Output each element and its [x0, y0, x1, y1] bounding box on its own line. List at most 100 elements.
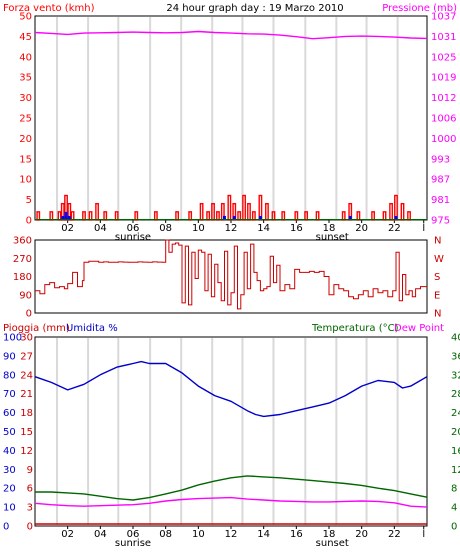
- x-tick-label: 20: [355, 529, 368, 540]
- y-tick-label: 1000: [431, 134, 456, 145]
- y-tick-label: 270: [13, 254, 32, 265]
- dew-point-axis-label: Dew Point: [394, 323, 444, 334]
- y-tick-label: 1019: [431, 73, 456, 84]
- x-tick-label: 06: [127, 529, 140, 540]
- gust-bar: [232, 215, 236, 220]
- humidity-tick-label: 30: [3, 465, 16, 476]
- x-tick-label: 02: [61, 529, 74, 540]
- y-tick-label: 4: [451, 503, 457, 514]
- sunrise-label: sunrise: [115, 232, 151, 243]
- y-tick-label: 5: [26, 195, 32, 206]
- y-tick-label: 30: [19, 93, 32, 104]
- y-tick-label: 1006: [431, 114, 456, 125]
- y-tick-label: 993: [431, 154, 450, 165]
- gust-bar: [394, 215, 398, 220]
- x-tick-label: 12: [225, 529, 238, 540]
- y-tick-label: 45: [19, 32, 32, 43]
- y-tick-label: 180: [13, 272, 32, 283]
- humidity-tick-label: 90: [3, 351, 16, 362]
- x-tick-label: 02: [61, 223, 74, 234]
- y-tick-label: N: [434, 236, 441, 247]
- x-tick-label: 16: [290, 223, 303, 234]
- x-tick-label: 08: [159, 223, 172, 234]
- gust-bar: [64, 211, 68, 220]
- x-tick-label: 08: [159, 529, 172, 540]
- humidity-line: [34, 360, 428, 418]
- y-tick-label: 20: [451, 427, 460, 438]
- rain-tick-label: 6: [27, 484, 33, 495]
- humidity-tick-label: 50: [3, 427, 16, 438]
- x-tick-label: 14: [257, 529, 270, 540]
- sunrise-label: sunrise: [115, 538, 151, 549]
- y-tick-label: W: [434, 254, 444, 265]
- y-tick-label: 8: [451, 484, 457, 495]
- humidity-tick-label: 40: [3, 446, 16, 457]
- y-tick-label: 40: [19, 52, 32, 63]
- x-tick-label: 12: [225, 223, 238, 234]
- y-tick-label: 16: [451, 446, 460, 457]
- y-tick-label: 20: [19, 134, 32, 145]
- y-tick-label: 28: [451, 389, 460, 400]
- plot-frame: [34, 336, 428, 527]
- humidity-tick-label: 100: [3, 333, 22, 344]
- y-tick-label: E: [434, 290, 440, 301]
- y-tick-label: 15: [19, 154, 32, 165]
- x-tick-label: 04: [94, 529, 107, 540]
- humidity-tick-label: 0: [3, 522, 9, 533]
- x-tick-label: 22: [388, 529, 401, 540]
- x-tick-label: 16: [290, 529, 303, 540]
- x-tick-label: 14: [257, 223, 270, 234]
- rain-tick-label: 15: [20, 427, 33, 438]
- y-tick-label: 0: [26, 309, 32, 320]
- rain-tick-label: 3: [27, 503, 33, 514]
- y-tick-label: 0: [451, 522, 457, 533]
- x-tick-label: 20: [355, 223, 368, 234]
- y-tick-label: 1012: [431, 93, 456, 104]
- y-tick-label: 50: [19, 12, 32, 23]
- y-tick-label: 987: [431, 175, 450, 186]
- y-tick-label: 35: [19, 73, 32, 84]
- sunset-label: sunset: [316, 538, 349, 549]
- x-tick-label: 06: [127, 223, 140, 234]
- x-tick-label: 10: [192, 529, 205, 540]
- humidity-tick-label: 70: [3, 389, 16, 400]
- y-tick-label: 12: [451, 465, 460, 476]
- wind-direction-line: [35, 239, 427, 310]
- y-tick-label: N: [434, 309, 441, 320]
- rain-tick-label: 24: [20, 370, 33, 381]
- y-tick-label: 981: [431, 195, 450, 206]
- y-tick-label: 1025: [431, 52, 456, 63]
- gust-bar: [61, 215, 65, 220]
- chart-title: 24 hour graph day : 19 Marzo 2010: [166, 3, 343, 14]
- gust-bar: [258, 215, 262, 220]
- rain-tick-label: 18: [20, 408, 33, 419]
- gust-bar: [348, 215, 352, 220]
- humidity-tick-label: 10: [3, 503, 16, 514]
- rain-tick-label: 0: [27, 522, 33, 533]
- y-tick-label: 1037: [431, 12, 456, 23]
- y-tick-label: 24: [451, 408, 460, 419]
- gust-bar: [67, 215, 71, 220]
- rain-tick-label: 12: [20, 446, 33, 457]
- y-tick-label: 25: [19, 114, 32, 125]
- humidity-axis-label: Umidita %: [66, 323, 118, 334]
- y-tick-label: 90: [19, 290, 32, 301]
- wind-pressure-panel: 5045403530252015105010371031102510191012…: [19, 12, 456, 244]
- x-tick-label: 10: [192, 223, 205, 234]
- humidity-tick-label: 20: [3, 484, 16, 495]
- y-tick-label: 32: [451, 370, 460, 381]
- pressure-axis-label: Pressione (mb): [382, 3, 457, 14]
- x-tick-label: l: [422, 529, 425, 540]
- temperature-line: [35, 475, 428, 501]
- humidity-tick-label: 80: [3, 370, 16, 381]
- x-tick-label: 18: [323, 223, 336, 234]
- plot-frame: [34, 15, 428, 221]
- y-tick-label: 360: [13, 236, 32, 247]
- humidity-tick-label: 60: [3, 408, 16, 419]
- pressure-line: [34, 30, 428, 40]
- x-tick-label: 18: [323, 529, 336, 540]
- rain-tick-label: 21: [20, 389, 33, 400]
- y-tick-label: 1031: [431, 32, 456, 43]
